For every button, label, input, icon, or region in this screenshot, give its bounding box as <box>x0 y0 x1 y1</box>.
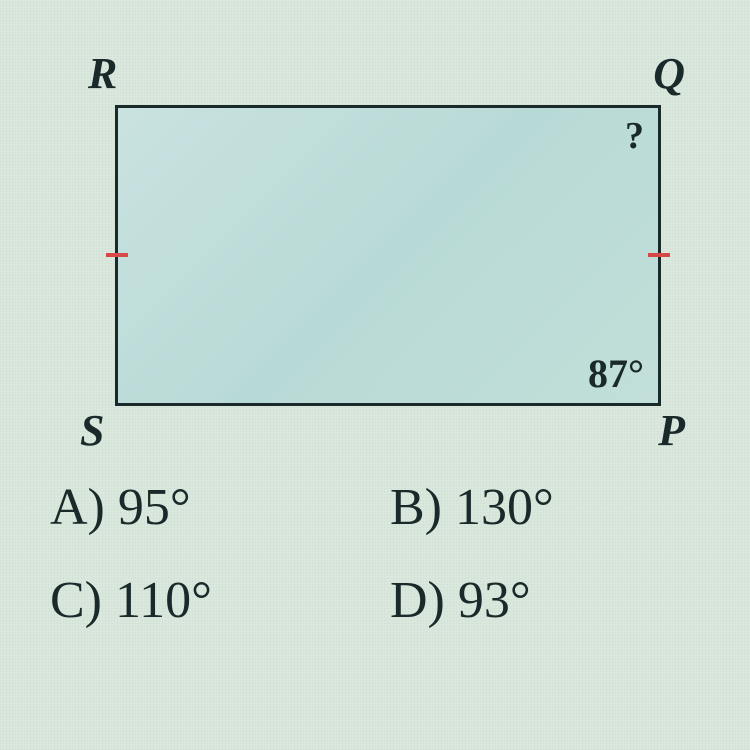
answer-A-value: 95° <box>118 479 191 536</box>
tick-left <box>106 253 128 257</box>
answer-D-value: 93° <box>458 572 531 629</box>
vertex-P: P <box>658 405 685 456</box>
vertex-Q: Q <box>653 48 685 99</box>
quadrilateral: ? 87° <box>115 105 661 406</box>
given-angle-label: 87° <box>588 350 644 397</box>
answer-B-value: 130° <box>455 479 554 536</box>
answer-B: B) 130° <box>390 478 710 537</box>
unknown-angle-label: ? <box>625 114 644 158</box>
vertex-R: R <box>88 48 117 99</box>
answer-D: D) 93° <box>390 571 710 630</box>
vertex-S: S <box>80 405 104 456</box>
answer-C: C) 110° <box>50 571 370 630</box>
answer-A: A) 95° <box>50 478 370 537</box>
answer-D-letter: D) <box>390 571 445 630</box>
geometry-figure: ? 87° R Q S P <box>60 30 690 450</box>
answer-A-letter: A) <box>50 478 105 537</box>
answer-B-letter: B) <box>390 478 442 537</box>
answer-C-letter: C) <box>50 571 102 630</box>
answer-choices: A) 95° B) 130° C) 110° D) 93° <box>50 478 710 630</box>
answer-C-value: 110° <box>115 572 212 629</box>
tick-right <box>648 253 670 257</box>
